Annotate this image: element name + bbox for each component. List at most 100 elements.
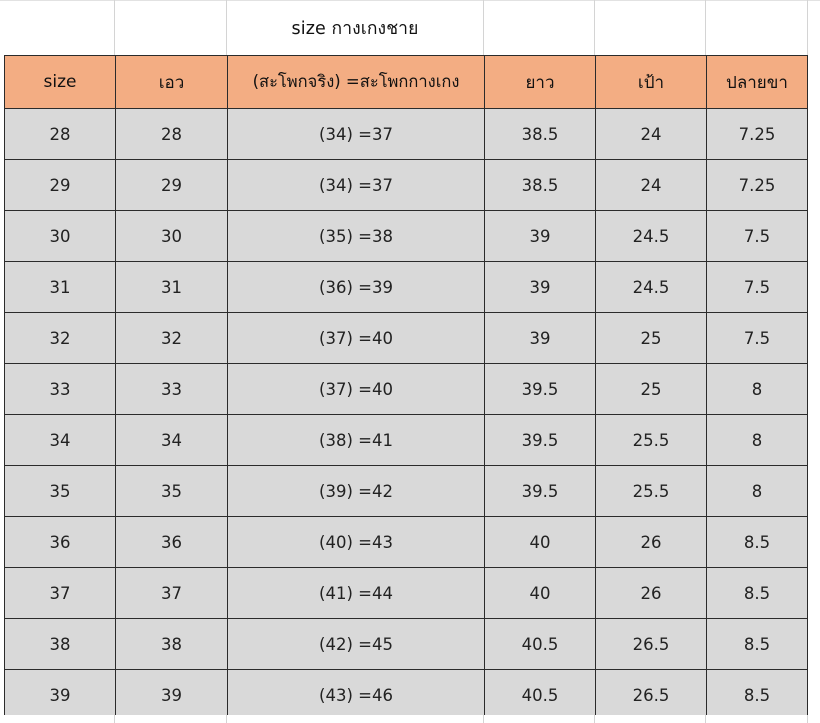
cell-length: 39.5: [484, 414, 596, 466]
grid-hline: [0, 0, 820, 1]
column-header-hip: (สะโพกจริง) =สะโพกกางเกง: [227, 55, 485, 109]
cell-size: 36: [4, 516, 116, 568]
table-header: size เอว (สะโพกจริง) =สะโพกกางเกง ยาว เป…: [4, 55, 808, 109]
cell-size: 28: [4, 108, 116, 160]
grid-vline: [807, 715, 808, 723]
cell-hip: (37) =40: [227, 312, 485, 364]
cell-leg-opening: 7.5: [706, 312, 808, 364]
cell-crotch: 26.5: [595, 618, 707, 670]
table-row: 38 38 (42) =45 40.5 26.5 8.5: [4, 618, 808, 670]
cell-leg-opening: 8.5: [706, 567, 808, 619]
cell-hip: (36) =39: [227, 261, 485, 313]
grid-vline: [114, 0, 115, 55]
cell-crotch: 26: [595, 567, 707, 619]
cell-leg-opening: 7.25: [706, 108, 808, 160]
cell-length: 40: [484, 567, 596, 619]
cell-size: 32: [4, 312, 116, 364]
cell-size: 30: [4, 210, 116, 262]
cell-length: 39.5: [484, 363, 596, 415]
cell-hip: (37) =40: [227, 363, 485, 415]
cell-size: 37: [4, 567, 116, 619]
cell-crotch: 24: [595, 108, 707, 160]
cell-length: 39: [484, 261, 596, 313]
table-row: 29 29 (34) =37 38.5 24 7.25: [4, 159, 808, 211]
cell-waist: 35: [115, 465, 228, 517]
cell-leg-opening: 7.5: [706, 261, 808, 313]
cell-size: 38: [4, 618, 116, 670]
cell-waist: 32: [115, 312, 228, 364]
column-header-crotch: เป้า: [595, 55, 707, 109]
cell-waist: 38: [115, 618, 228, 670]
cell-length: 40.5: [484, 618, 596, 670]
table-row: 28 28 (34) =37 38.5 24 7.25: [4, 108, 808, 160]
cell-crotch: 25.5: [595, 414, 707, 466]
table-row: 35 35 (39) =42 39.5 25.5 8: [4, 465, 808, 517]
cell-hip: (35) =38: [227, 210, 485, 262]
table-title: size กางเกงชาย: [291, 18, 419, 39]
size-chart-table: size เอว (สะโพกจริง) =สะโพกกางเกง ยาว เป…: [4, 55, 808, 721]
cell-hip: (41) =44: [227, 567, 485, 619]
grid-vline: [226, 715, 227, 723]
table-row: 33 33 (37) =40 39.5 25 8: [4, 363, 808, 415]
cell-length: 40.5: [484, 669, 596, 721]
cell-waist: 30: [115, 210, 228, 262]
header-row: size เอว (สะโพกจริง) =สะโพกกางเกง ยาว เป…: [4, 55, 808, 109]
cell-crotch: 24.5: [595, 261, 707, 313]
cell-size: 39: [4, 669, 116, 721]
column-header-size: size: [4, 55, 116, 109]
table-row: 32 32 (37) =40 39 25 7.5: [4, 312, 808, 364]
cell-hip: (39) =42: [227, 465, 485, 517]
cell-crotch: 26.5: [595, 669, 707, 721]
cell-hip: (40) =43: [227, 516, 485, 568]
grid-vline: [705, 715, 706, 723]
cell-waist: 33: [115, 363, 228, 415]
cell-waist: 37: [115, 567, 228, 619]
column-header-waist: เอว: [115, 55, 228, 109]
grid-vline: [483, 0, 484, 55]
table-body: 28 28 (34) =37 38.5 24 7.25 29 29 (34) =…: [4, 108, 808, 721]
cell-crotch: 25.5: [595, 465, 707, 517]
cell-hip: (42) =45: [227, 618, 485, 670]
cell-hip: (43) =46: [227, 669, 485, 721]
cell-size: 29: [4, 159, 116, 211]
cell-hip: (34) =37: [227, 159, 485, 211]
cell-waist: 36: [115, 516, 228, 568]
cell-crotch: 25: [595, 312, 707, 364]
cell-waist: 28: [115, 108, 228, 160]
table-row: 37 37 (41) =44 40 26 8.5: [4, 567, 808, 619]
grid-vline: [807, 0, 808, 55]
grid-vline: [594, 0, 595, 55]
cell-size: 35: [4, 465, 116, 517]
table-row: 36 36 (40) =43 40 26 8.5: [4, 516, 808, 568]
cell-length: 38.5: [484, 159, 596, 211]
cell-leg-opening: 8.5: [706, 516, 808, 568]
cell-waist: 29: [115, 159, 228, 211]
cell-length: 39: [484, 210, 596, 262]
cell-leg-opening: 7.5: [706, 210, 808, 262]
cell-leg-opening: 8.5: [706, 669, 808, 721]
table-row: 39 39 (43) =46 40.5 26.5 8.5: [4, 669, 808, 721]
cell-hip: (34) =37: [227, 108, 485, 160]
top-white-band: [0, 0, 820, 55]
bottom-white-band: [0, 715, 820, 723]
cell-length: 38.5: [484, 108, 596, 160]
grid-vline: [483, 715, 484, 723]
cell-waist: 31: [115, 261, 228, 313]
cell-crotch: 25: [595, 363, 707, 415]
cell-hip: (38) =41: [227, 414, 485, 466]
column-header-leg-opening: ปลายขา: [706, 55, 808, 109]
cell-crotch: 24.5: [595, 210, 707, 262]
cell-length: 39.5: [484, 465, 596, 517]
cell-length: 40: [484, 516, 596, 568]
cell-waist: 34: [115, 414, 228, 466]
cell-size: 34: [4, 414, 116, 466]
cell-crotch: 24: [595, 159, 707, 211]
grid-vline: [705, 0, 706, 55]
cell-leg-opening: 8: [706, 363, 808, 415]
cell-crotch: 26: [595, 516, 707, 568]
cell-size: 33: [4, 363, 116, 415]
grid-vline: [594, 715, 595, 723]
column-header-length: ยาว: [484, 55, 596, 109]
cell-size: 31: [4, 261, 116, 313]
